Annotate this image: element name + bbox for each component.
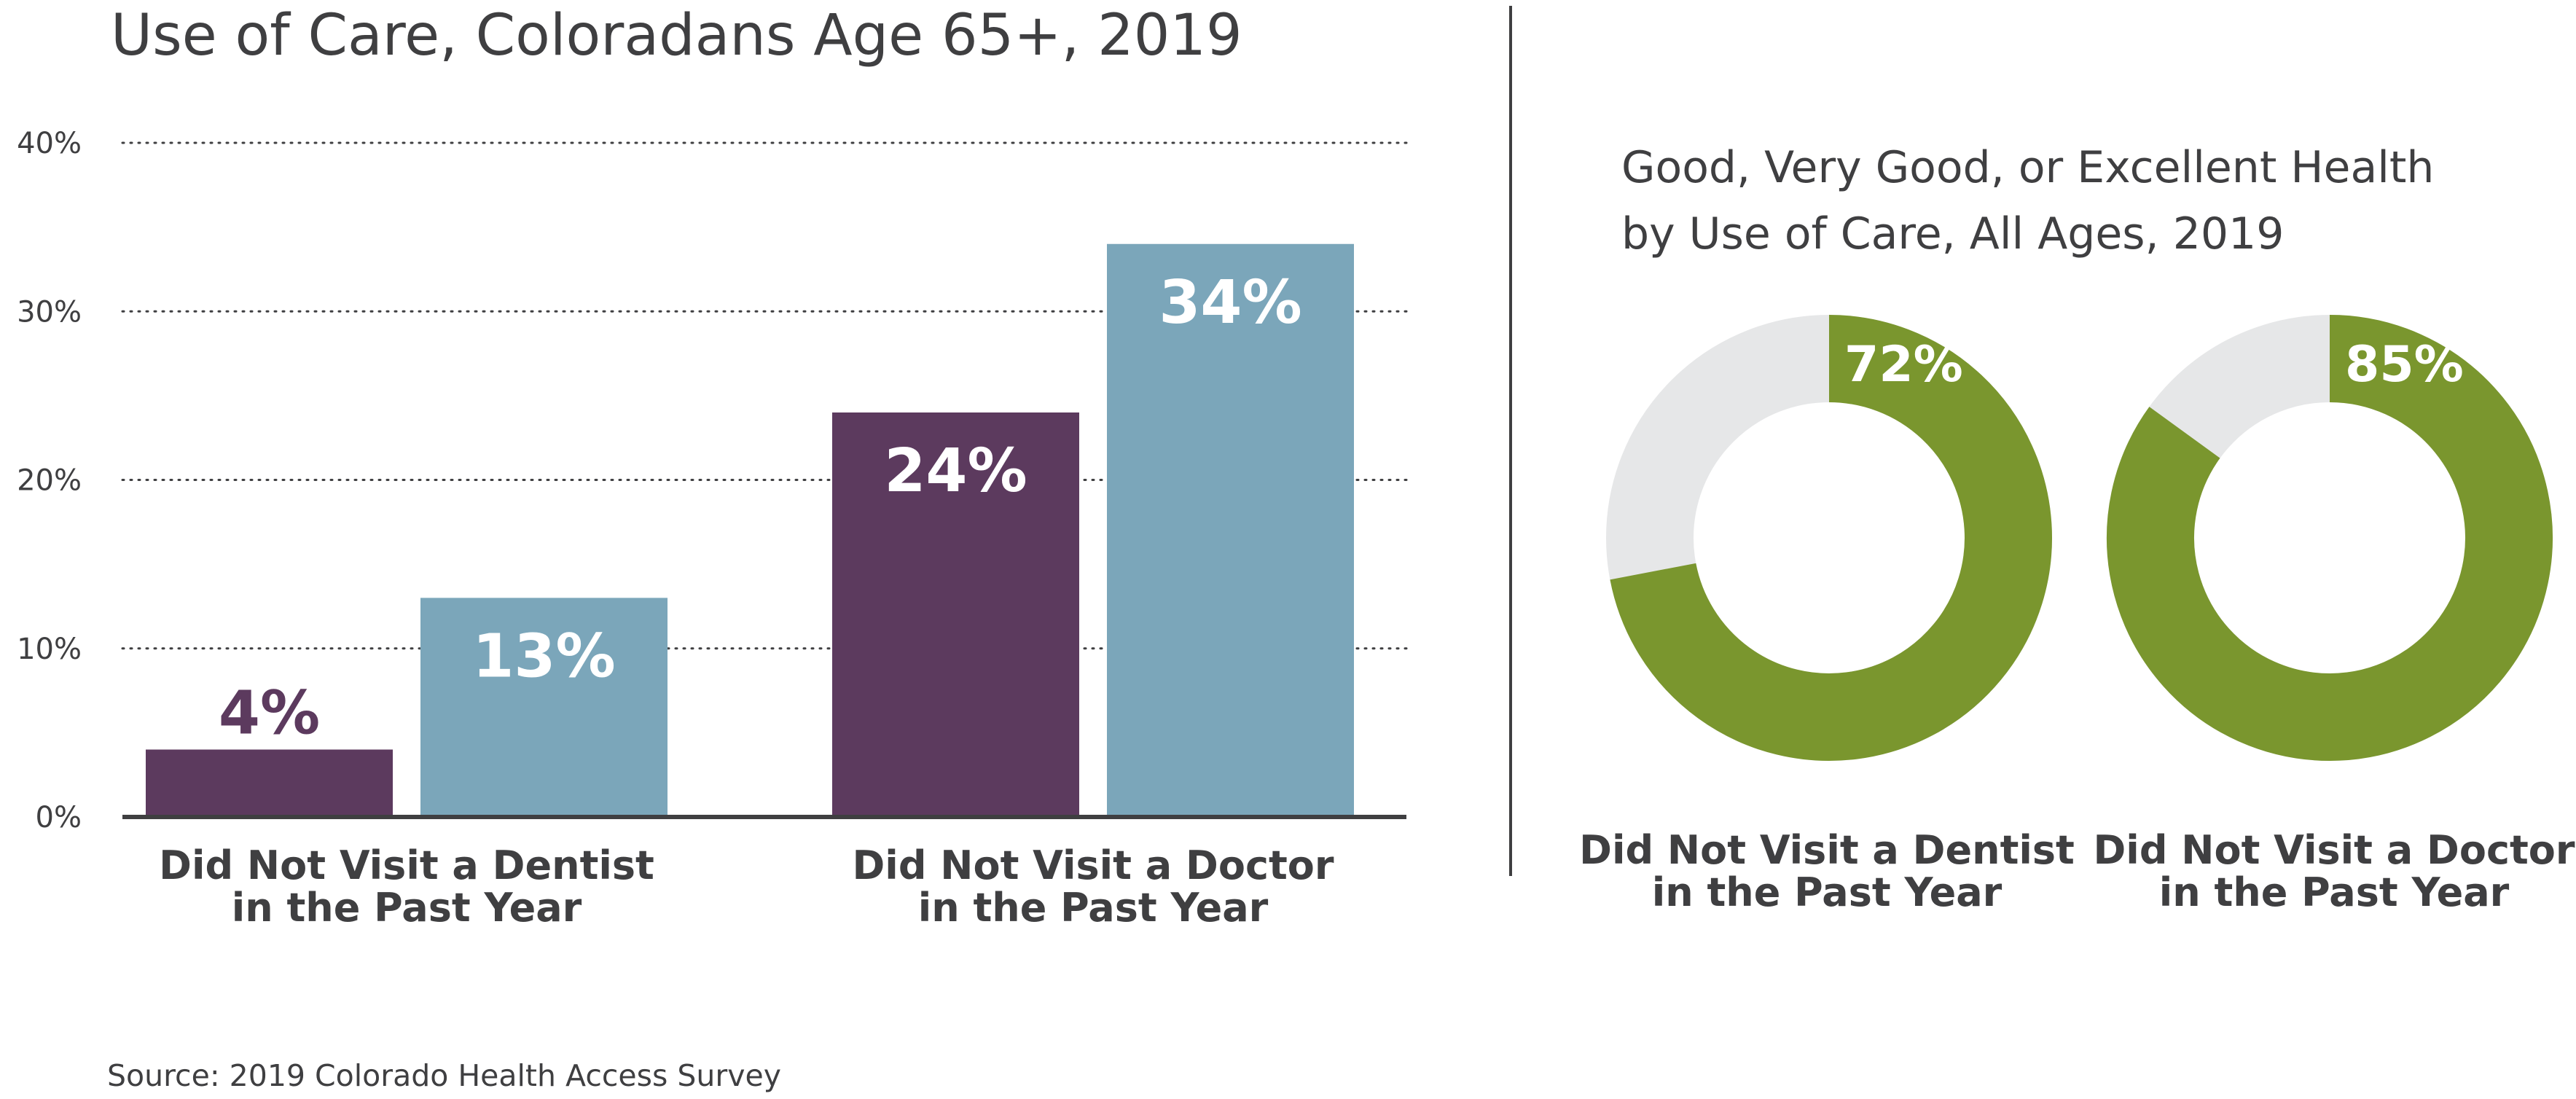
bar-chart-value-labels: 4% 13% 24% 34% xyxy=(219,268,1302,748)
bar-value-label: 24% xyxy=(884,437,1027,506)
bar-value-label: 34% xyxy=(1159,268,1301,337)
donut-category-label: in the Past Year xyxy=(1652,869,2003,915)
bar-chart-y-axis: 0% 10% 20% 30% 40% xyxy=(17,127,82,834)
y-tick-label: 0% xyxy=(36,801,82,834)
donut-value-label: 72% xyxy=(1844,336,1963,394)
source-note: Source: 2019 Colorado Health Access Surv… xyxy=(107,1058,781,1093)
y-tick-label: 30% xyxy=(17,295,82,329)
bar-chart-title: Use of Care, Coloradans Age 65+, 2019 xyxy=(111,3,1242,69)
y-tick-label: 20% xyxy=(17,464,82,498)
donut-category-label: Did Not Visit a Doctor xyxy=(2093,827,2575,873)
bar-value-label: 13% xyxy=(472,622,615,691)
category-label: in the Past Year xyxy=(918,885,1269,931)
category-label: Did Not Visit a Dentist xyxy=(159,842,654,888)
donut-slice xyxy=(1610,315,2052,761)
y-tick-label: 10% xyxy=(17,633,82,666)
bar xyxy=(1107,243,1354,817)
bar xyxy=(832,412,1079,817)
bar-chart-grid xyxy=(121,141,1408,650)
donut-category-label: Did Not Visit a Dentist xyxy=(1579,827,2075,873)
donut-title-line: by Use of Care, All Ages, 2019 xyxy=(1621,208,2284,259)
bar-value-label: 4% xyxy=(219,679,320,748)
bar-chart-bars xyxy=(146,243,1354,817)
donut-category-label: in the Past Year xyxy=(2159,869,2510,915)
category-label: Did Not Visit a Doctor xyxy=(852,842,1334,888)
y-tick-label: 40% xyxy=(17,127,82,160)
bar xyxy=(420,598,668,817)
donut-title-line: Good, Very Good, or Excellent Health xyxy=(1621,142,2434,193)
category-label: in the Past Year xyxy=(232,885,582,931)
bar xyxy=(146,749,393,817)
donut-slice xyxy=(2107,315,2553,761)
donut-chart-title: Good, Very Good, or Excellent Health by U… xyxy=(1621,142,2434,259)
donut-value-label: 85% xyxy=(2345,336,2464,394)
